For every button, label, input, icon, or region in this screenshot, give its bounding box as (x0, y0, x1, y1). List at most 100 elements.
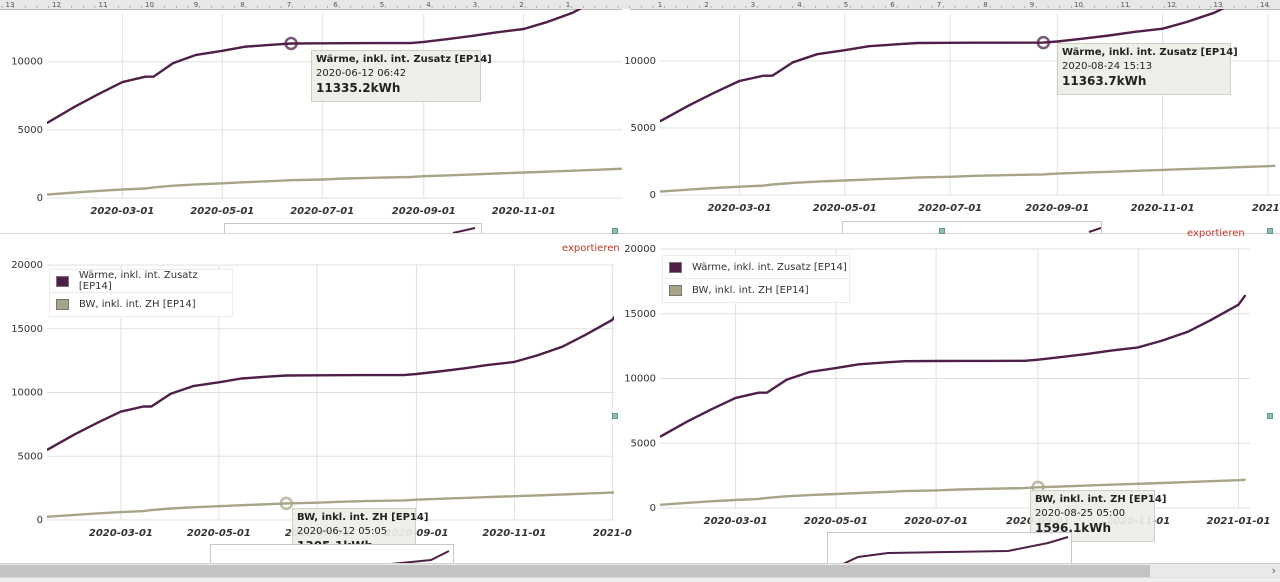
data-point[interactable] (572, 11, 574, 14)
data-point[interactable] (422, 175, 425, 178)
data-point[interactable] (771, 183, 774, 186)
data-point[interactable] (1056, 172, 1059, 175)
legend-item-bw[interactable]: BW, inkl. int. ZH [EP14] (49, 293, 233, 317)
data-point[interactable] (1109, 349, 1112, 352)
data-point[interactable] (1161, 27, 1164, 30)
data-point[interactable] (916, 42, 919, 44)
data-point[interactable] (415, 373, 418, 375)
data-point[interactable] (659, 120, 661, 123)
data-point[interactable] (1267, 165, 1269, 168)
chart-svg-top-left[interactable]: 0 5000 10000 2020-03-01 2020-05-01 2020-07-01… (0, 9, 622, 233)
data-point[interactable] (495, 172, 497, 175)
range-navigator[interactable] (224, 223, 482, 233)
data-point[interactable] (445, 174, 448, 177)
data-point[interactable] (986, 360, 988, 362)
data-point[interactable] (152, 186, 155, 189)
data-point[interactable] (687, 501, 689, 504)
data-point[interactable] (1060, 485, 1062, 488)
data-point[interactable] (572, 169, 574, 172)
data-point[interactable] (808, 494, 811, 496)
data-point[interactable] (73, 433, 76, 436)
data-point[interactable] (290, 42, 292, 45)
data-point[interactable] (338, 500, 341, 503)
data-point[interactable] (422, 41, 425, 43)
data-point[interactable] (762, 184, 765, 187)
data-point[interactable] (1185, 21, 1188, 23)
data-point[interactable] (372, 176, 374, 179)
data-point[interactable] (738, 185, 741, 188)
data-point[interactable] (858, 363, 860, 366)
data-point[interactable] (843, 49, 846, 52)
data-point[interactable] (1023, 487, 1026, 489)
data-point[interactable] (611, 318, 614, 321)
data-point[interactable] (1086, 353, 1089, 355)
data-point[interactable] (472, 34, 474, 37)
data-point[interactable] (445, 38, 448, 41)
data-point[interactable] (321, 178, 324, 181)
legend-item-waerme[interactable]: Wärme, inkl. int. Zusatz [EP14] (49, 269, 233, 293)
data-point[interactable] (267, 503, 270, 506)
data-point[interactable] (1042, 41, 1045, 44)
data-point[interactable] (96, 93, 99, 96)
data-point[interactable] (150, 509, 153, 511)
data-point[interactable] (142, 405, 145, 408)
data-point[interactable] (618, 491, 620, 493)
data-point[interactable] (409, 42, 412, 44)
data-point[interactable] (195, 183, 198, 186)
data-point[interactable] (1086, 484, 1089, 487)
data-point[interactable] (659, 435, 661, 438)
range-navigator[interactable] (827, 532, 1072, 563)
data-point[interactable] (710, 500, 712, 503)
data-point[interactable] (1237, 303, 1240, 306)
data-point[interactable] (365, 500, 368, 502)
data-point[interactable] (218, 505, 220, 508)
data-point[interactable] (438, 370, 440, 373)
data-point[interactable] (843, 179, 846, 182)
data-point[interactable] (536, 354, 538, 357)
data-point[interactable] (885, 491, 888, 493)
data-point[interactable] (46, 122, 48, 124)
data-point[interactable] (816, 53, 819, 56)
data-point[interactable] (415, 498, 418, 501)
data-point[interactable] (561, 493, 564, 496)
data-point[interactable] (792, 61, 794, 64)
data-point[interactable] (1244, 478, 1246, 481)
data-point[interactable] (1042, 173, 1045, 176)
export-link[interactable]: exportieren (562, 243, 620, 254)
data-point[interactable] (240, 377, 243, 380)
series-line-waerme[interactable] (660, 0, 1275, 123)
data-point[interactable] (321, 42, 324, 45)
range-navigator[interactable] (210, 544, 454, 563)
data-point[interactable] (1160, 482, 1163, 484)
data-point[interactable] (1137, 346, 1140, 349)
data-point[interactable] (513, 361, 516, 363)
legend-item-waerme[interactable]: Wärme, inkl. int. Zusatz [EP14] (662, 255, 850, 279)
data-point[interactable] (949, 175, 951, 178)
data-point[interactable] (659, 190, 661, 193)
data-point[interactable] (765, 391, 768, 394)
data-point[interactable] (687, 420, 689, 423)
data-point[interactable] (1080, 171, 1083, 174)
data-point[interactable] (1109, 483, 1112, 486)
data-point[interactable] (949, 41, 951, 44)
series-line-bw[interactable] (47, 167, 630, 196)
data-point[interactable] (785, 378, 788, 381)
data-point[interactable] (712, 92, 715, 94)
series-line-bw[interactable] (47, 491, 619, 518)
data-point[interactable] (244, 181, 247, 184)
data-point[interactable] (73, 514, 76, 516)
data-point[interactable] (1244, 294, 1246, 297)
data-point[interactable] (808, 371, 811, 373)
series-line-waerme[interactable] (660, 294, 1247, 438)
data-point[interactable] (771, 74, 774, 77)
data-point[interactable] (897, 177, 900, 180)
data-point[interactable] (144, 75, 147, 78)
data-point[interactable] (904, 490, 906, 492)
data-point[interactable] (916, 176, 919, 179)
data-point[interactable] (935, 360, 937, 362)
data-point[interactable] (594, 168, 597, 171)
data-point[interactable] (1185, 168, 1188, 171)
data-point[interactable] (1080, 37, 1083, 40)
data-point[interactable] (611, 491, 614, 494)
data-point[interactable] (402, 374, 405, 376)
